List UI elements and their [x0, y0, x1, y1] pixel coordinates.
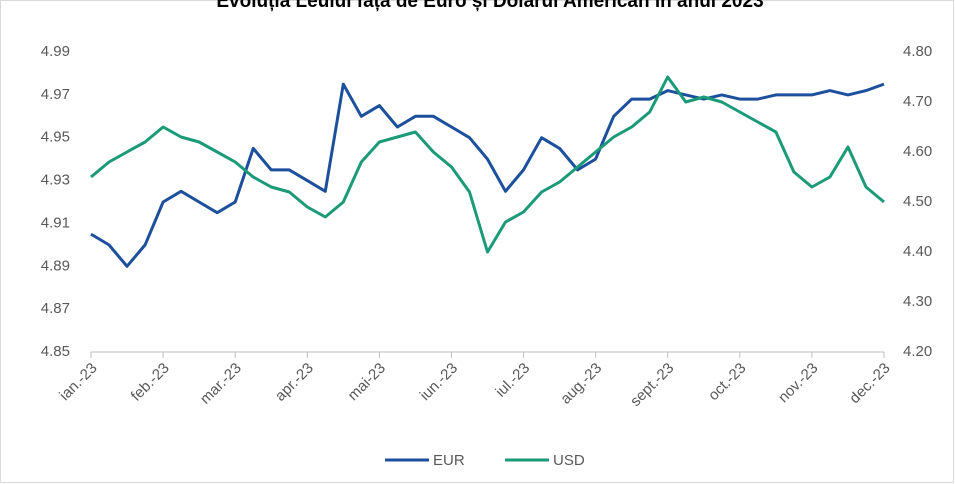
chart-title: Evoluția Leului față de Euro și Dolarul …	[216, 0, 763, 12]
y-tick-label: 4.89	[41, 257, 70, 274]
y-tick-label: 4.85	[41, 343, 70, 360]
y-tick-label: 4.97	[41, 86, 70, 103]
legend-label: USD	[553, 452, 585, 469]
y-tick-label: 4.93	[41, 172, 70, 189]
y2-tick-label: 4.30	[903, 293, 932, 310]
y-tick-label: 4.87	[41, 300, 70, 317]
legend-label: EUR	[433, 452, 465, 469]
y-tick-label: 4.99	[41, 43, 70, 60]
y2-tick-label: 4.40	[903, 243, 932, 260]
y2-tick-label: 4.50	[903, 193, 932, 210]
series-line	[90, 82, 885, 268]
y-tick-label: 4.91	[41, 214, 70, 231]
series-line	[90, 75, 885, 254]
y2-tick-label: 4.60	[903, 143, 932, 160]
y2-tick-label: 4.80	[903, 43, 932, 60]
y2-tick-label: 4.70	[903, 93, 932, 110]
y-tick-label: 4.95	[41, 129, 70, 146]
y2-tick-label: 4.20	[903, 343, 932, 360]
